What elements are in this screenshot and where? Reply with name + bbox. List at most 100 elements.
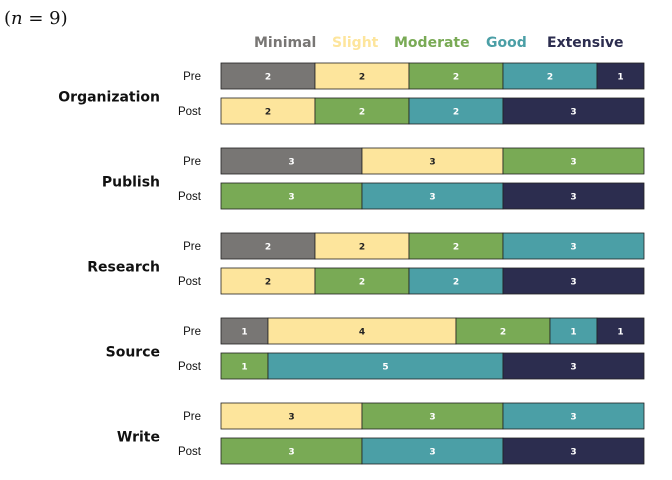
segment-value-label: 3 <box>570 243 576 253</box>
segment-value-label: 3 <box>570 278 576 288</box>
bar-segment-extensive <box>596 317 645 345</box>
bar-row-publish-pre: Pre 3 3 3 <box>183 147 645 175</box>
group-label: Write <box>117 430 160 446</box>
row-label: Pre <box>183 241 201 253</box>
legend-item-moderate: Moderate <box>394 35 470 51</box>
row-label: Pre <box>183 411 201 423</box>
bar-segment-moderate <box>408 232 504 260</box>
bar-segment-good <box>361 182 504 210</box>
bar-segment-moderate <box>220 437 363 465</box>
bar-segment-moderate <box>455 317 551 345</box>
bar-segment-slight <box>314 232 410 260</box>
segment-value-label: 2 <box>265 243 271 253</box>
segment-value-label: 3 <box>570 108 576 118</box>
bar-segment-good <box>502 62 598 90</box>
bar-row-research-pre: Pre 2 2 2 3 <box>183 232 645 260</box>
row-label: Post <box>178 361 202 373</box>
legend: Minimal Slight Moderate Good Extensive <box>254 35 624 51</box>
row-label: Pre <box>183 71 201 83</box>
segment-value-label: 1 <box>617 328 623 338</box>
segment-value-label: 2 <box>500 328 506 338</box>
row-label: Post <box>178 106 202 118</box>
bar-segment-moderate <box>220 182 363 210</box>
bar-row-organization-pre: Pre 2 2 2 2 1 <box>183 62 645 90</box>
sample-size-note: (n = 9) <box>4 8 68 29</box>
bar-segment-extensive <box>502 182 645 210</box>
bar-segment-good <box>408 267 504 295</box>
segment-value-label: 2 <box>265 73 271 83</box>
group-organization: Organization Pre 2 2 2 2 1 Post 2 2 2 3 <box>58 62 645 125</box>
bar-segment-minimal <box>220 147 363 175</box>
group-label: Publish <box>102 175 160 191</box>
bar-row-publish-post: Post 3 3 3 <box>178 182 645 210</box>
bar-segment-minimal <box>220 62 316 90</box>
segment-value-label: 2 <box>547 73 553 83</box>
bar-segment-slight <box>361 147 504 175</box>
legend-item-extensive: Extensive <box>547 35 624 51</box>
segment-value-label: 3 <box>288 448 294 458</box>
bar-row-organization-post: Post 2 2 2 3 <box>178 97 645 125</box>
segment-value-label: 2 <box>359 73 365 83</box>
row-label: Post <box>178 191 202 203</box>
group-label: Research <box>87 260 160 276</box>
segment-value-label: 3 <box>429 448 435 458</box>
bar-row-write-post: Post 3 3 3 <box>178 437 645 465</box>
segment-value-label: 3 <box>570 448 576 458</box>
bar-segment-extensive <box>596 62 645 90</box>
bar-segment-slight <box>267 317 457 345</box>
bar-segment-good <box>408 97 504 125</box>
segment-value-label: 3 <box>570 158 576 168</box>
segment-value-label: 3 <box>288 158 294 168</box>
row-label: Post <box>178 446 202 458</box>
group-research: Research Pre 2 2 2 3 Post 2 2 2 3 <box>87 232 645 295</box>
group-write: Write Pre 3 3 3 Post 3 3 3 <box>117 402 645 465</box>
bar-segment-minimal <box>220 232 316 260</box>
segment-value-label: 4 <box>359 328 365 338</box>
segment-value-label: 2 <box>265 278 271 288</box>
row-label: Pre <box>183 326 201 338</box>
bar-segment-moderate <box>502 147 645 175</box>
group-source: Source Pre 1 4 2 1 1 Post 1 5 3 <box>106 317 645 380</box>
bar-row-write-pre: Pre 3 3 3 <box>183 402 645 430</box>
segment-value-label: 3 <box>570 193 576 203</box>
legend-item-slight: Slight <box>332 35 379 51</box>
segment-value-label: 1 <box>241 363 247 373</box>
segment-value-label: 2 <box>359 108 365 118</box>
bar-segment-moderate <box>361 402 504 430</box>
bar-segment-extensive <box>502 352 645 380</box>
legend-item-minimal: Minimal <box>254 35 316 51</box>
segment-value-label: 3 <box>429 413 435 423</box>
bar-row-source-post: Post 1 5 3 <box>178 352 645 380</box>
segment-value-label: 2 <box>453 243 459 253</box>
segment-value-label: 3 <box>288 413 294 423</box>
segment-value-label: 3 <box>288 193 294 203</box>
segment-value-label: 1 <box>570 328 576 338</box>
bar-segment-extensive <box>502 437 645 465</box>
segment-value-label: 2 <box>265 108 271 118</box>
bar-segment-good <box>502 402 645 430</box>
group-label: Source <box>106 345 160 361</box>
segment-value-label: 2 <box>453 108 459 118</box>
segment-value-label: 2 <box>359 278 365 288</box>
bar-row-source-pre: Pre 1 4 2 1 1 <box>183 317 645 345</box>
bar-segment-minimal <box>220 317 269 345</box>
segment-value-label: 3 <box>570 413 576 423</box>
group-label: Organization <box>58 90 160 106</box>
bar-segment-slight <box>220 97 316 125</box>
legend-item-good: Good <box>486 35 527 51</box>
bar-segment-extensive <box>502 267 645 295</box>
bar-segment-moderate <box>408 62 504 90</box>
segment-value-label: 1 <box>241 328 247 338</box>
bar-row-research-post: Post 2 2 2 3 <box>178 267 645 295</box>
segment-value-label: 2 <box>453 278 459 288</box>
segment-value-label: 3 <box>429 193 435 203</box>
bar-segment-good <box>502 232 645 260</box>
group-publish: Publish Pre 3 3 3 Post 3 3 3 <box>102 147 645 210</box>
row-label: Post <box>178 276 202 288</box>
segment-value-label: 3 <box>570 363 576 373</box>
segment-value-label: 2 <box>453 73 459 83</box>
bar-segment-moderate <box>220 352 269 380</box>
segment-value-label: 2 <box>359 243 365 253</box>
bars: Organization Pre 2 2 2 2 1 Post 2 2 2 3 Publish Pre 3 3… <box>58 62 645 465</box>
